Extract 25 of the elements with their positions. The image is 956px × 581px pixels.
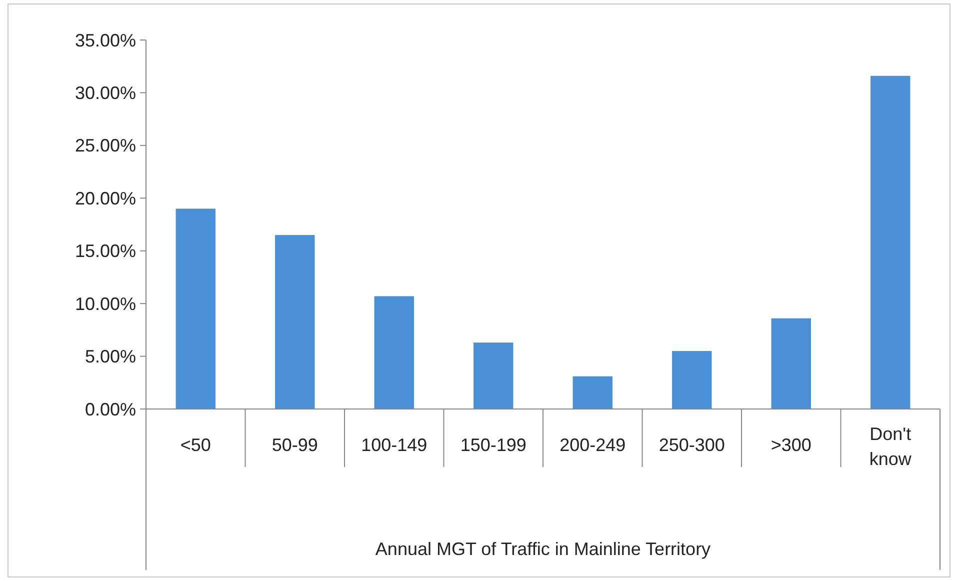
y-tick-label: 0.00% [84,399,136,420]
bar [374,296,414,409]
bar [771,318,811,409]
y-tick-label: 10.00% [74,294,136,314]
bar [572,376,612,409]
x-tick-label: <50 [180,435,211,455]
x-tick-label: >300 [770,435,812,455]
x-axis-title: Annual MGT of Traffic in Mainline Territory [375,539,711,559]
y-tick-label: 25.00% [74,136,136,156]
y-tick-label: 15.00% [74,241,136,262]
x-tick-label: 50-99 [272,435,318,455]
bar [672,351,712,409]
x-tick-label: 150-199 [460,435,526,455]
bar [474,342,514,409]
y-tick-label: 20.00% [74,188,136,208]
x-tick-label: 250-300 [658,435,725,455]
bar [275,235,315,409]
y-tick-label: 5.00% [84,346,136,367]
bar [870,76,910,409]
x-tick-label: Don't know [869,424,912,469]
y-tick-label: 30.00% [74,83,136,104]
x-tick-label: 200-249 [560,435,626,455]
bar [176,208,216,409]
x-tick-label: 100-149 [361,435,428,455]
y-tick-label: 35.00% [74,30,136,50]
